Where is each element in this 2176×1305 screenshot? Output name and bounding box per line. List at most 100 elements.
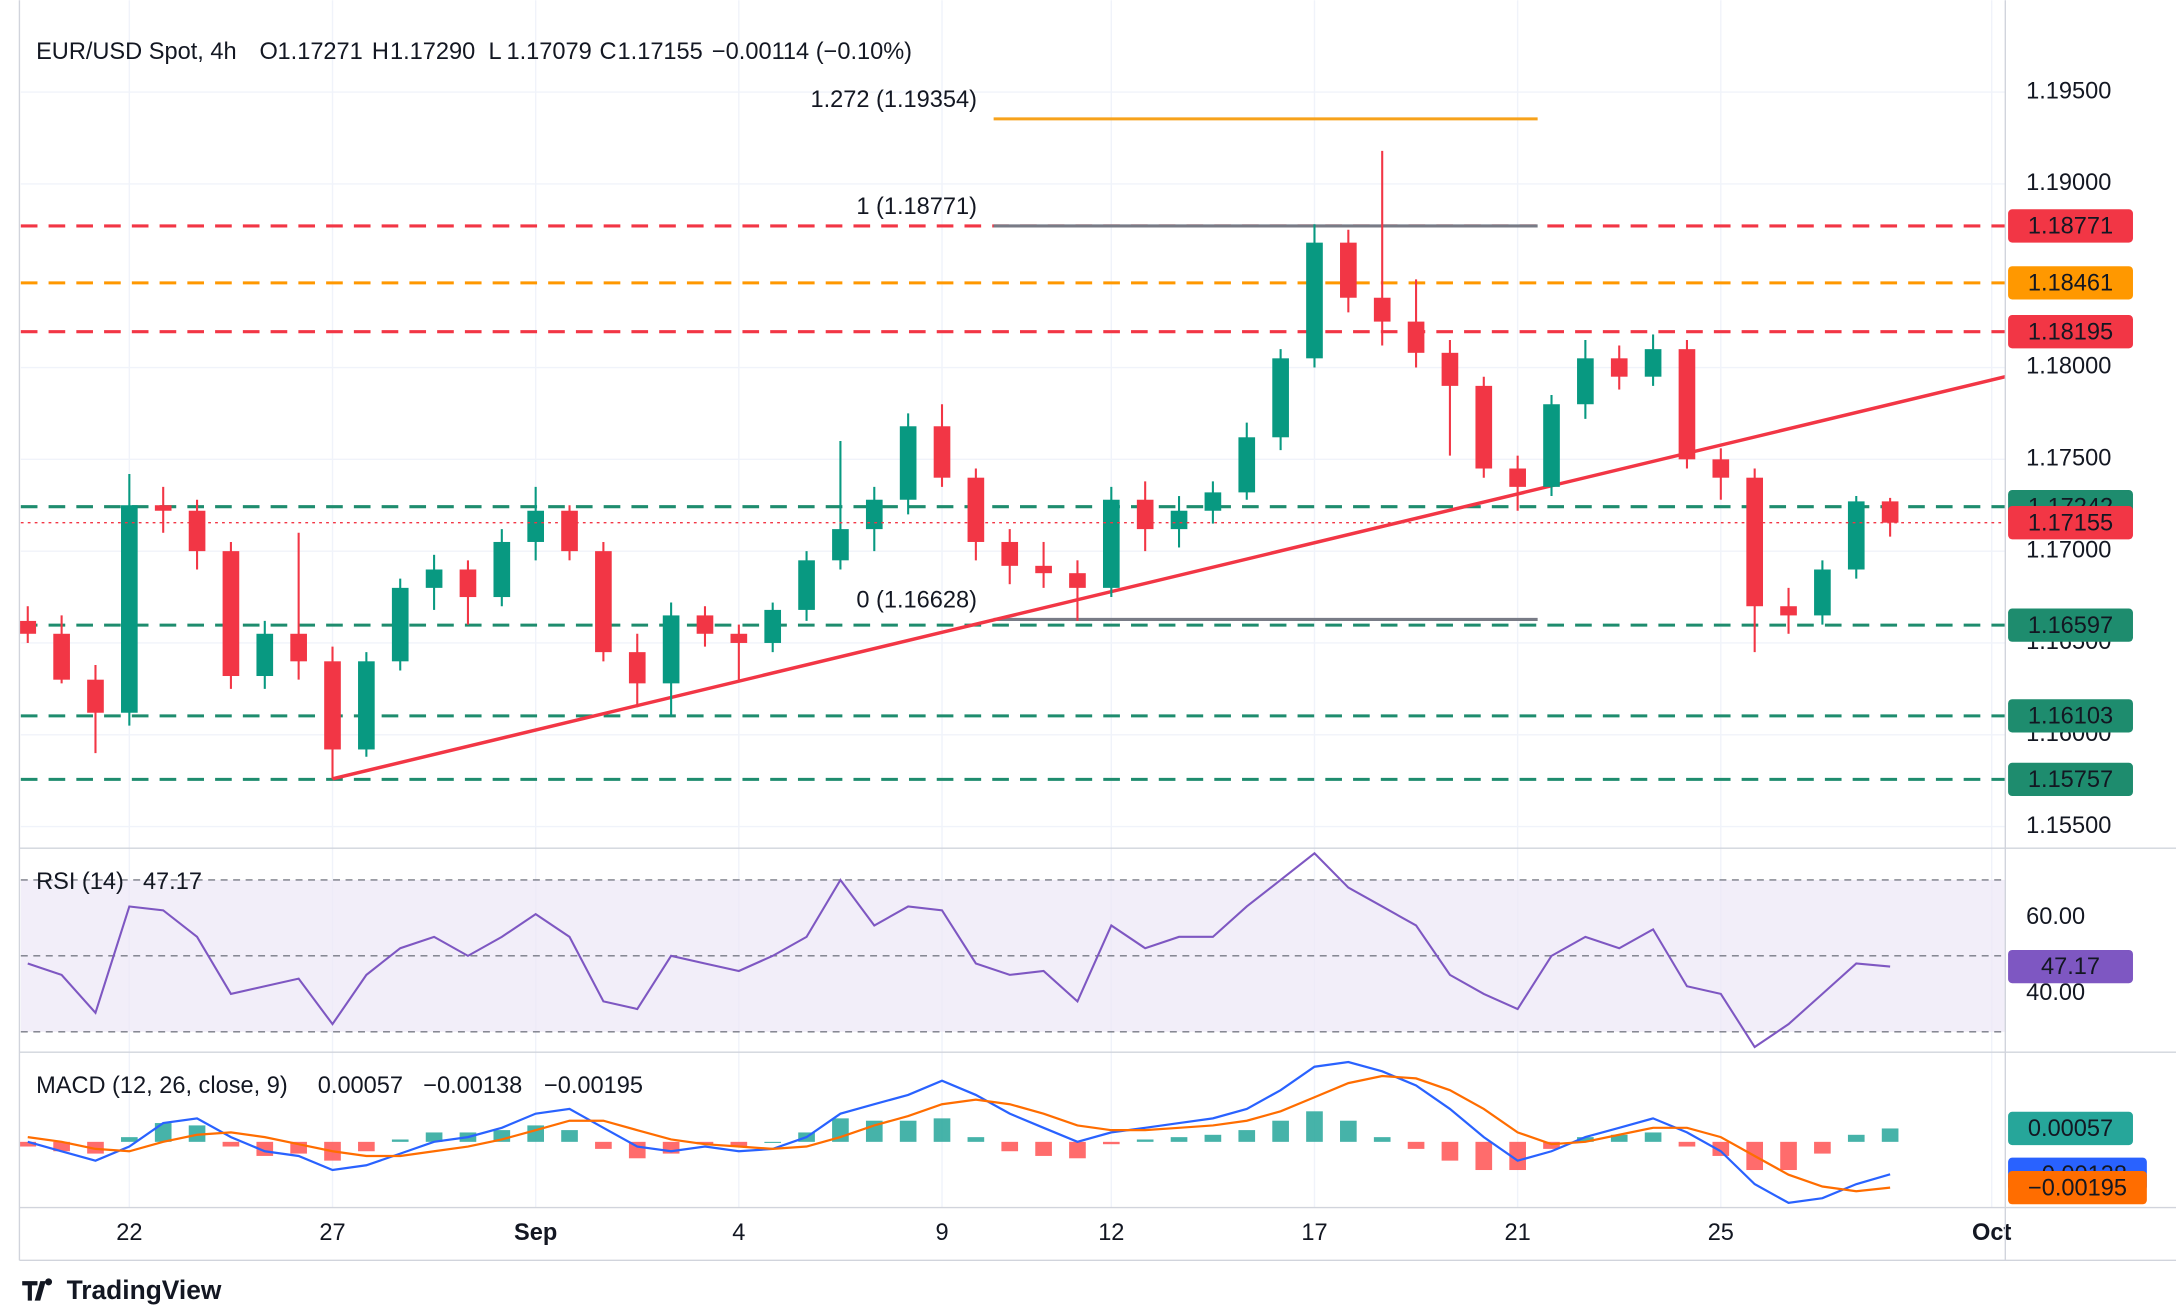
histogram-bar [1678, 1141, 1696, 1147]
histogram-bar [222, 1141, 240, 1147]
ohlc-key: H [372, 38, 389, 64]
ohlc-value: 1.17271 [278, 38, 363, 64]
candle-body [1340, 242, 1357, 298]
x-tick-label: 27 [319, 1219, 345, 1245]
price-label: 0.00057 [2028, 1115, 2113, 1141]
price-label: 1.18195 [2028, 318, 2113, 344]
axes: 1.19500 1.19000 1.18000 1.17500 1.17000 1.165… [116, 77, 2133, 1245]
ohlc-value: 1.17155 [618, 38, 703, 64]
histogram-bar [1814, 1141, 1831, 1154]
candle-body [865, 499, 883, 530]
candle-body [798, 560, 815, 610]
signal-line [27, 1074, 1891, 1193]
histogram-bar [1272, 1120, 1289, 1142]
candle-body [1610, 358, 1628, 377]
ohlc-key: L [488, 38, 501, 64]
macd-axis: 0.00057−0.00138−0.00195 [2008, 1111, 2147, 1205]
candle-body [1847, 501, 1865, 570]
price-label: 1.18771 [2028, 213, 2113, 239]
candle-body [324, 661, 341, 750]
histogram-bar [53, 1141, 70, 1152]
price-label-box [2008, 762, 2133, 797]
rsi-line [27, 851, 1891, 1049]
fib-label: 0 (1.16628) [856, 587, 977, 613]
histogram-bar [1509, 1141, 1526, 1171]
histogram-bar [1712, 1141, 1730, 1156]
histogram-bar [1644, 1132, 1662, 1142]
logo-icon [22, 1278, 53, 1301]
histogram-bar [730, 1141, 748, 1147]
fib-label: 1 (1.18771) [856, 193, 977, 219]
histogram-bar [1136, 1139, 1154, 1142]
candle-body [1204, 492, 1222, 511]
histogram-bar [1373, 1137, 1391, 1142]
candle-body [1170, 510, 1188, 530]
candle-body [899, 426, 917, 500]
candle-body [121, 505, 138, 713]
histogram-bar [290, 1141, 307, 1154]
panel-value: 47.17 [143, 868, 202, 894]
price-label: 1.15757 [2028, 766, 2113, 792]
x-tick-label: Sep [514, 1219, 557, 1245]
candle-body [358, 661, 375, 750]
histogram-bar [154, 1123, 172, 1142]
price-label-box [2008, 266, 2133, 300]
ohlc-key: O [260, 38, 278, 64]
histogram-bar [1847, 1134, 1865, 1142]
price-label: 1.16597 [2028, 612, 2113, 638]
histogram-bar [1035, 1141, 1052, 1156]
candle-body [1102, 499, 1120, 588]
candle-body [19, 620, 37, 634]
candle-body [222, 551, 240, 677]
candle-body [1881, 501, 1899, 523]
ohlc-value: 1.17079 [507, 38, 592, 64]
candle-body [1407, 321, 1425, 353]
histogram-bar [1780, 1141, 1797, 1171]
candle-body [188, 510, 206, 552]
histogram-bar [967, 1137, 985, 1142]
candle-body [628, 652, 646, 684]
histogram-bar [391, 1139, 409, 1142]
candle-body [154, 505, 172, 511]
candle-body [290, 633, 307, 662]
candle-body [595, 551, 612, 653]
histogram-bar [595, 1141, 612, 1149]
price-label: 1.16103 [2028, 702, 2113, 728]
candle-body [561, 510, 578, 552]
candle-body [527, 510, 544, 542]
ohlc-key: C [600, 38, 617, 64]
brand: TradingView [67, 1275, 222, 1305]
change: −0.00114 (−0.10%) [712, 38, 912, 64]
panel-value: −0.00195 [544, 1072, 643, 1098]
histogram-bar [1001, 1141, 1019, 1152]
histogram-bar [188, 1125, 206, 1142]
price-label-box [2008, 699, 2133, 733]
histogram-bar [1069, 1141, 1086, 1159]
candle-body [1780, 606, 1797, 616]
price-label-box [2008, 1111, 2133, 1146]
y-tick-label: 1.15500 [2026, 812, 2111, 838]
histogram-bar [764, 1141, 782, 1143]
fib-label: 1.272 (1.19354) [810, 86, 977, 112]
candle-body [1272, 358, 1289, 438]
y-tick-label: 40.00 [2026, 979, 2085, 1005]
candle-body [1069, 573, 1086, 588]
candle-body [1001, 541, 1019, 566]
panel-title: RSI (14) [36, 868, 124, 894]
y-tick-label: 1.19000 [2026, 169, 2111, 195]
histogram-bar [358, 1141, 375, 1152]
candle-body [1678, 349, 1696, 460]
price-label: −0.00195 [2028, 1174, 2127, 1200]
panel-value: −0.00138 [423, 1072, 522, 1098]
candle-body [1238, 437, 1256, 493]
x-tick-label: 12 [1098, 1219, 1124, 1245]
histogram-bar [1170, 1137, 1188, 1142]
price-label-box [2008, 209, 2133, 243]
candle-body [1644, 349, 1662, 377]
price-label-box [2008, 506, 2133, 540]
candle-body [1509, 468, 1526, 487]
candle-body [1746, 477, 1764, 607]
histogram-bar [696, 1141, 714, 1145]
